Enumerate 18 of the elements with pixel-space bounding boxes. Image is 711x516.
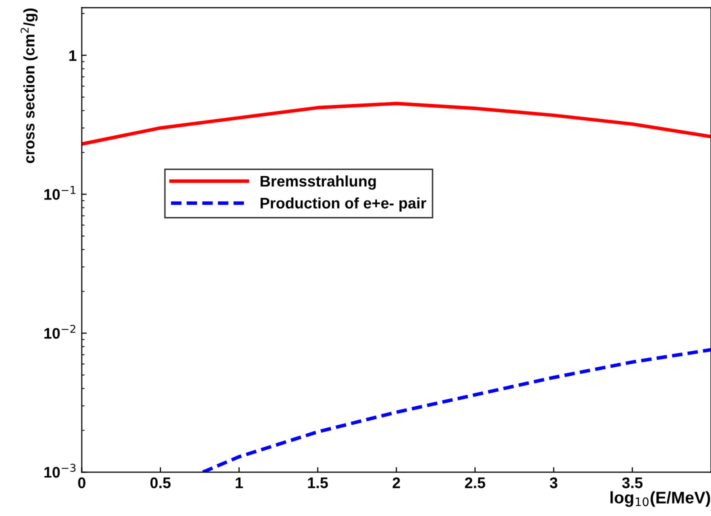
- line-series: [82, 102, 711, 146]
- y-tick-label: 1: [69, 50, 76, 61]
- x-tick-label: 3.5: [622, 477, 643, 488]
- x-tick-label: 1: [236, 478, 243, 488]
- y-tick-label: 10$^{−3}$: [44, 464, 76, 478]
- legend-label: Bremsstrahlung: [260, 175, 376, 190]
- line-series: [201, 348, 711, 472]
- y-tick-label: 10$^{−1}$: [44, 186, 76, 200]
- x-tick-label: 0: [78, 477, 86, 488]
- x-tick-label: 2: [392, 477, 400, 488]
- x-tick-label: 2.5: [464, 477, 486, 488]
- x-tick-label: 1.5: [308, 478, 328, 488]
- x-tick-label: 0.5: [150, 477, 171, 488]
- y-tick-label: 10$^{−2}$: [44, 324, 76, 339]
- x-axis-title: log$_{10}$(E/MeV): [610, 491, 710, 507]
- legend-label: Production of e+e- pair: [260, 197, 426, 212]
- x-tick-label: 3: [550, 477, 558, 488]
- y-axis-title: cross section (cm$^{2}$/g): [20, 8, 38, 164]
